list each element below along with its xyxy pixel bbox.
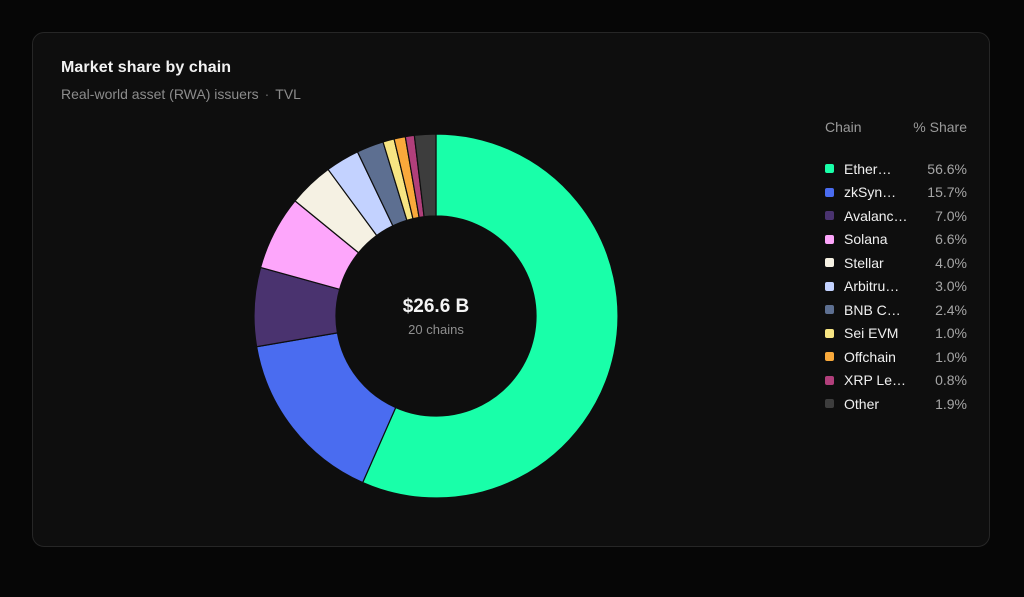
legend-share-value: 1.0% xyxy=(935,325,967,342)
legend-item[interactable]: Ether… 56.6% xyxy=(825,157,967,181)
donut-slice[interactable] xyxy=(413,133,437,218)
chart-title: Market share by chain xyxy=(61,59,232,76)
legend-item[interactable]: Solana 6.6% xyxy=(825,228,967,252)
legend-swatch xyxy=(825,187,834,197)
legend-swatch xyxy=(825,281,834,291)
legend-share-value: 4.0% xyxy=(935,254,967,271)
legend: Chain % Share Ether… 56.6% zkSyn… 15.7% Aval… xyxy=(825,119,967,416)
legend-chain-name: zkSyn… xyxy=(844,184,897,201)
chart-card: Market share by chain Real-world asset (… xyxy=(32,32,990,547)
legend-share-value: 15.7% xyxy=(927,184,967,201)
legend-share-value: 7.0% xyxy=(935,207,967,224)
legend-header: Chain % Share xyxy=(825,119,967,139)
legend-share-value: 1.9% xyxy=(935,395,967,412)
legend-item[interactable]: Arbitru… 3.0% xyxy=(825,275,967,299)
legend-swatch xyxy=(825,211,834,221)
legend-swatch xyxy=(825,258,834,268)
legend-share-value: 1.0% xyxy=(935,348,967,365)
legend-chain-name: Stellar xyxy=(844,254,884,271)
legend-item[interactable]: Offchain 1.0% xyxy=(825,345,967,369)
donut-chart: $26.6 B 20 chains xyxy=(253,133,619,499)
legend-header-share: % Share xyxy=(913,119,967,135)
subtitle-metric: TVL xyxy=(275,86,301,102)
legend-item[interactable]: zkSyn… 15.7% xyxy=(825,181,967,205)
legend-share-value: 0.8% xyxy=(935,372,967,389)
legend-chain-name: BNB C… xyxy=(844,301,901,318)
legend-item[interactable]: BNB C… 2.4% xyxy=(825,298,967,322)
legend-share-value: 56.6% xyxy=(927,160,967,177)
legend-chain-name: Avalanc… xyxy=(844,207,908,224)
legend-item[interactable]: Other 1.9% xyxy=(825,392,967,416)
donut-slice[interactable] xyxy=(361,133,619,499)
legend-chain-name: Solana xyxy=(844,231,888,248)
legend-chain-name: Arbitru… xyxy=(844,278,900,295)
donut-svg xyxy=(253,133,619,499)
legend-share-value: 3.0% xyxy=(935,278,967,295)
subtitle-separator: · xyxy=(264,86,270,102)
legend-chain-name: XRP Le… xyxy=(844,372,906,389)
legend-swatch xyxy=(825,164,834,174)
legend-item[interactable]: Avalanc… 7.0% xyxy=(825,204,967,228)
legend-share-value: 2.4% xyxy=(935,301,967,318)
legend-item[interactable]: Sei EVM 1.0% xyxy=(825,322,967,346)
legend-item[interactable]: XRP Le… 0.8% xyxy=(825,369,967,393)
legend-chain-name: Ether… xyxy=(844,160,892,177)
legend-chain-name: Other xyxy=(844,395,880,412)
legend-rows: Ether… 56.6% zkSyn… 15.7% Avalanc… 7.0% Solana… xyxy=(825,157,967,416)
legend-swatch xyxy=(825,375,834,385)
legend-swatch xyxy=(825,399,834,409)
legend-swatch xyxy=(825,305,834,315)
chart-subtitle: Real-world asset (RWA) issuers · TVL xyxy=(61,86,301,102)
legend-swatch xyxy=(825,234,834,244)
legend-chain-name: Offchain xyxy=(844,348,896,365)
legend-swatch xyxy=(825,328,834,338)
subtitle-description: Real-world asset (RWA) issuers xyxy=(61,86,259,102)
legend-chain-name: Sei EVM xyxy=(844,325,899,342)
legend-item[interactable]: Stellar 4.0% xyxy=(825,251,967,275)
legend-header-chain: Chain xyxy=(825,119,862,135)
legend-share-value: 6.6% xyxy=(935,231,967,248)
legend-swatch xyxy=(825,352,834,362)
